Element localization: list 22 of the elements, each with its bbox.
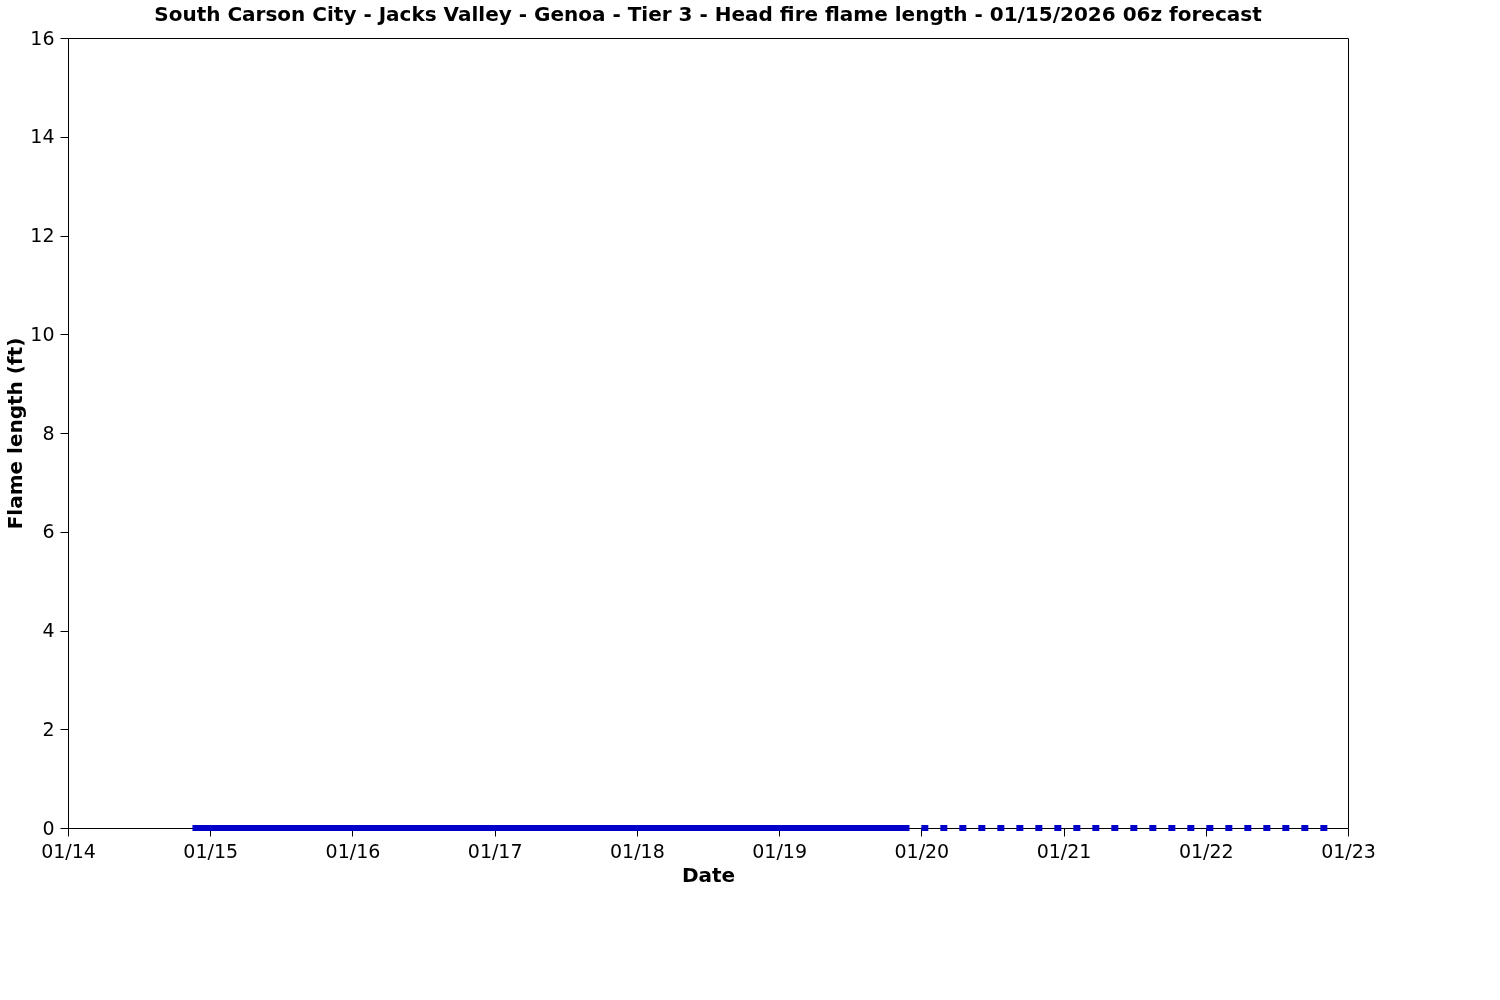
- x-tick-label: 01/22: [1178, 839, 1234, 862]
- y-tick-label: 8: [42, 421, 55, 444]
- y-tick-label: 14: [30, 125, 55, 148]
- y-tick-label: 4: [42, 619, 55, 641]
- x-tick-label: 01/15: [183, 839, 239, 862]
- x-tick-label: 01/14: [41, 839, 96, 862]
- x-tick-label: 01/21: [1036, 839, 1092, 862]
- y-tick-label: 12: [30, 224, 55, 246]
- y-tick-label: 10: [30, 322, 55, 345]
- x-tick-label: 01/17: [467, 839, 523, 862]
- y-tick-label: 0: [42, 816, 55, 839]
- chart-title: South Carson City - Jacks Valley - Genoa - Tier 3 - Head fire flame length - 01/15/2026 06z forecast: [154, 2, 1263, 26]
- x-tick-label: 01/19: [752, 839, 807, 862]
- x-tick-label: 01/18: [610, 839, 665, 862]
- x-tick-label: 01/16: [325, 839, 381, 862]
- y-tick-label: 2: [42, 717, 55, 740]
- y-tick-label: 16: [30, 26, 55, 49]
- x-tick-label: 01/23: [1321, 839, 1376, 862]
- x-tick-label: 01/20: [894, 839, 950, 862]
- y-axis-title: Flame length (ft): [3, 337, 28, 530]
- x-axis-title: Date: [681, 862, 736, 887]
- y-tick-label: 6: [42, 520, 55, 543]
